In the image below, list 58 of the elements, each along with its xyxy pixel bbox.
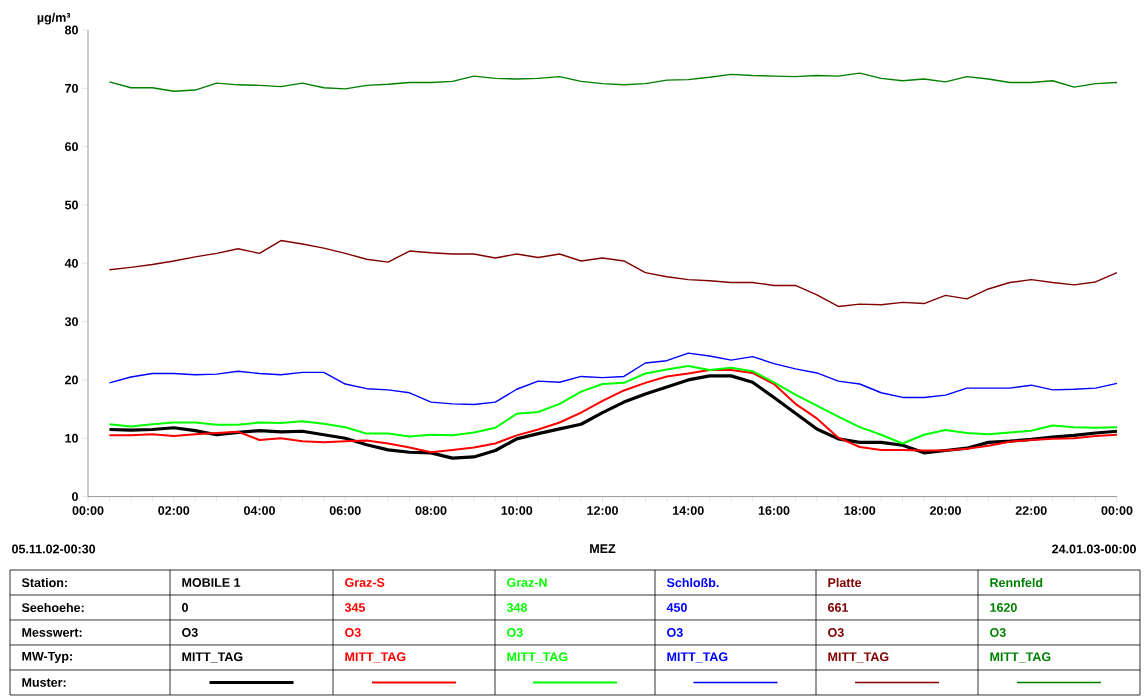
text: MITT_TAG (828, 652, 889, 663)
text: Messwert: (22, 628, 82, 637)
text: 661 (827, 603, 849, 612)
text: 05.11.02-00:30 (12, 544, 96, 554)
text: Graz-N (507, 578, 547, 587)
x-tick-label: 22:00 (1015, 506, 1047, 515)
x-tick-label: 10:00 (501, 506, 533, 515)
text: O3 (828, 628, 844, 637)
x-tick-label: 00:00 (1101, 506, 1133, 515)
text: O3 (345, 628, 361, 637)
text: Graz-S (345, 578, 385, 587)
text: Muster: (22, 678, 66, 687)
y-tick-label: 50 (64, 200, 78, 210)
text: O3 (667, 628, 683, 637)
y-axis-title: µg/m³ (37, 12, 71, 25)
x-tick-label: 14:00 (673, 506, 704, 515)
y-tick-label: 60 (65, 142, 78, 152)
x-tick-label: 00:00 (72, 506, 104, 515)
x-tick-label: 18:00 (844, 506, 876, 515)
x-tick-label: 02:00 (158, 506, 190, 515)
text: Schloßb. (666, 577, 719, 588)
text: 0 (182, 603, 188, 612)
x-tick-label: 06:00 (329, 506, 361, 515)
text: MITT_TAG (667, 652, 728, 663)
text: MITT_TAG (990, 652, 1051, 663)
text: Platte (828, 577, 862, 588)
text: 24.01.03-00:00 (1052, 544, 1136, 554)
x-tick-label: 04:00 (244, 506, 275, 515)
x-tick-label: 16:00 (758, 506, 790, 515)
text: O3 (507, 628, 523, 637)
text: MITT_TAG (507, 652, 568, 663)
text: O3 (182, 628, 198, 637)
text: Seehoehe: (21, 602, 84, 613)
line-series (108, 364, 1118, 445)
x-axis-title: MEZ (590, 544, 616, 553)
line-series (108, 72, 1118, 92)
y-tick-label: 80 (64, 25, 78, 35)
text: 345 (344, 603, 366, 612)
text: Rennfeld (990, 577, 1043, 588)
x-tick-label: 20:00 (929, 506, 961, 515)
text: Station: (21, 577, 67, 588)
y-tick-label: 0 (72, 492, 78, 502)
text: MOBILE 1 (182, 578, 241, 587)
x-tick-label: 12:00 (587, 506, 618, 515)
text: 450 (666, 603, 687, 612)
y-tick-label: 20 (65, 375, 78, 385)
y-tick-label: 10 (65, 433, 78, 443)
text: 348 (506, 603, 528, 612)
text: MITT_TAG (345, 652, 406, 663)
text: MITT_TAG (182, 652, 243, 663)
text: MW-Typ: (22, 651, 72, 664)
y-tick-label: 40 (64, 258, 78, 268)
text: O3 (990, 628, 1006, 637)
y-tick-label: 70 (65, 83, 78, 93)
y-tick-label: 30 (64, 317, 78, 327)
line-series (108, 239, 1118, 308)
x-tick-label: 08:00 (415, 506, 447, 515)
text: 1620 (990, 603, 1017, 612)
